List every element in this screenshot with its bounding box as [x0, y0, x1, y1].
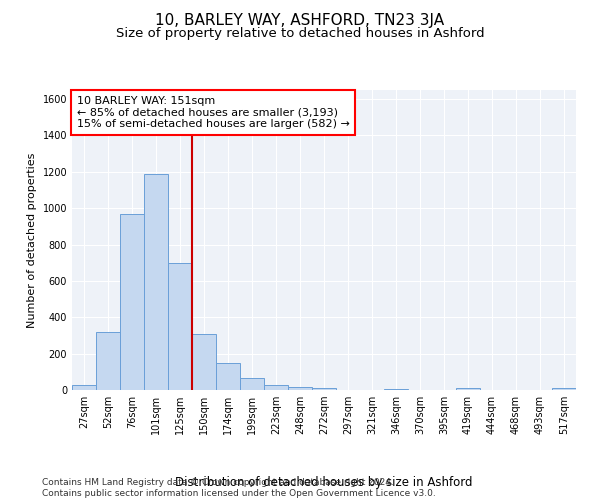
Bar [216, 362, 240, 390]
Text: Size of property relative to detached houses in Ashford: Size of property relative to detached ho… [116, 28, 484, 40]
Bar [144, 174, 168, 390]
Text: 10 BARLEY WAY: 151sqm
← 85% of detached houses are smaller (3,193)
15% of semi-d: 10 BARLEY WAY: 151sqm ← 85% of detached … [77, 96, 350, 129]
Bar [168, 262, 192, 390]
Bar [72, 385, 96, 390]
Bar [384, 389, 408, 390]
Text: Contains HM Land Registry data © Crown copyright and database right 2024.
Contai: Contains HM Land Registry data © Crown c… [42, 478, 436, 498]
Bar [312, 388, 336, 390]
Y-axis label: Number of detached properties: Number of detached properties [27, 152, 37, 328]
Bar [552, 388, 576, 390]
Bar [120, 214, 144, 390]
Bar [240, 378, 264, 390]
Bar [456, 388, 480, 390]
Text: 10, BARLEY WAY, ASHFORD, TN23 3JA: 10, BARLEY WAY, ASHFORD, TN23 3JA [155, 12, 445, 28]
Bar [96, 332, 120, 390]
Bar [264, 386, 288, 390]
Bar [192, 334, 216, 390]
X-axis label: Distribution of detached houses by size in Ashford: Distribution of detached houses by size … [175, 476, 473, 489]
Bar [288, 388, 312, 390]
